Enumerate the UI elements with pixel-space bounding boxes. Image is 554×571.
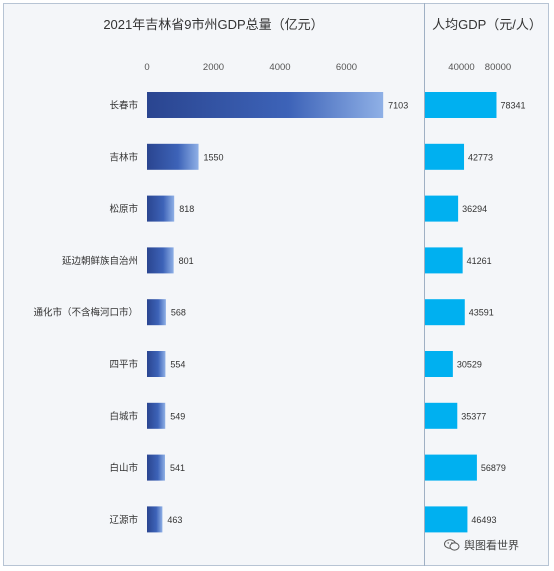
gdp-total-chart-title: 2021年吉林省9市州GDP总量（亿元） bbox=[103, 17, 324, 32]
bar bbox=[425, 402, 458, 429]
panel-divider bbox=[424, 3, 425, 566]
x-tick-label: 4000 bbox=[269, 62, 290, 73]
data-label: 42773 bbox=[468, 152, 493, 162]
category-label: 松原市 bbox=[109, 203, 138, 215]
bar bbox=[147, 247, 174, 274]
watermark: 舆图看世界 bbox=[444, 537, 519, 553]
bar bbox=[147, 143, 199, 170]
bar bbox=[147, 402, 166, 429]
data-label: 30529 bbox=[457, 360, 482, 370]
bar bbox=[147, 299, 166, 326]
bar bbox=[147, 195, 175, 222]
category-label: 白山市 bbox=[109, 462, 138, 474]
category-label: 延边朝鲜族自治州 bbox=[62, 255, 138, 267]
x-tick-label: 2000 bbox=[203, 62, 224, 73]
data-label: 801 bbox=[179, 256, 194, 266]
x-tick-label: 80000 bbox=[485, 62, 511, 73]
bar bbox=[425, 506, 468, 533]
bar bbox=[147, 506, 163, 533]
bar bbox=[425, 195, 459, 222]
data-label: 46493 bbox=[471, 515, 496, 525]
category-label: 吉林市 bbox=[109, 151, 138, 163]
data-label: 549 bbox=[170, 411, 185, 421]
gdp-total-chart: 0 2000 4000 6000 长春市 7103 吉林市 1550 松原市 818 延边朝鲜族自治… bbox=[33, 62, 408, 533]
data-label: 541 bbox=[170, 463, 185, 473]
category-label: 长春市 bbox=[109, 100, 138, 112]
data-label: 7103 bbox=[388, 101, 408, 111]
data-label: 36294 bbox=[462, 204, 487, 214]
bar bbox=[147, 92, 384, 118]
category-label: 四平市 bbox=[109, 359, 138, 371]
bar bbox=[425, 247, 463, 274]
data-label: 43591 bbox=[469, 308, 494, 318]
data-label: 41261 bbox=[467, 256, 492, 266]
data-label: 568 bbox=[171, 308, 186, 318]
x-tick-label: 6000 bbox=[336, 62, 357, 73]
bar bbox=[147, 351, 166, 377]
data-label: 818 bbox=[179, 204, 194, 214]
data-label: 1550 bbox=[204, 152, 224, 162]
x-tick-label: 0 bbox=[144, 62, 149, 73]
bar bbox=[425, 92, 497, 118]
watermark-text: 舆图看世界 bbox=[464, 540, 519, 552]
bar bbox=[425, 143, 465, 170]
data-label: 78341 bbox=[500, 101, 525, 111]
data-label: 35377 bbox=[461, 411, 486, 421]
category-label: 通化市（不含梅河口市） bbox=[33, 307, 138, 319]
category-label: 白城市 bbox=[109, 410, 138, 422]
bar bbox=[425, 351, 453, 377]
data-label: 554 bbox=[170, 360, 185, 370]
bar bbox=[147, 454, 165, 481]
data-label: 463 bbox=[167, 515, 182, 525]
wechat-icon bbox=[444, 539, 460, 551]
data-label: 56879 bbox=[481, 463, 506, 473]
x-tick-label: 40000 bbox=[448, 62, 474, 73]
gdp-per-capita-chart: 40000 80000 78341 42773 36294 41261 43591 30529… bbox=[425, 62, 526, 533]
bar bbox=[425, 454, 477, 481]
gdp-per-capita-chart-title: 人均GDP（元/人） bbox=[432, 17, 542, 32]
category-label: 辽源市 bbox=[109, 514, 138, 526]
bar bbox=[425, 299, 465, 326]
